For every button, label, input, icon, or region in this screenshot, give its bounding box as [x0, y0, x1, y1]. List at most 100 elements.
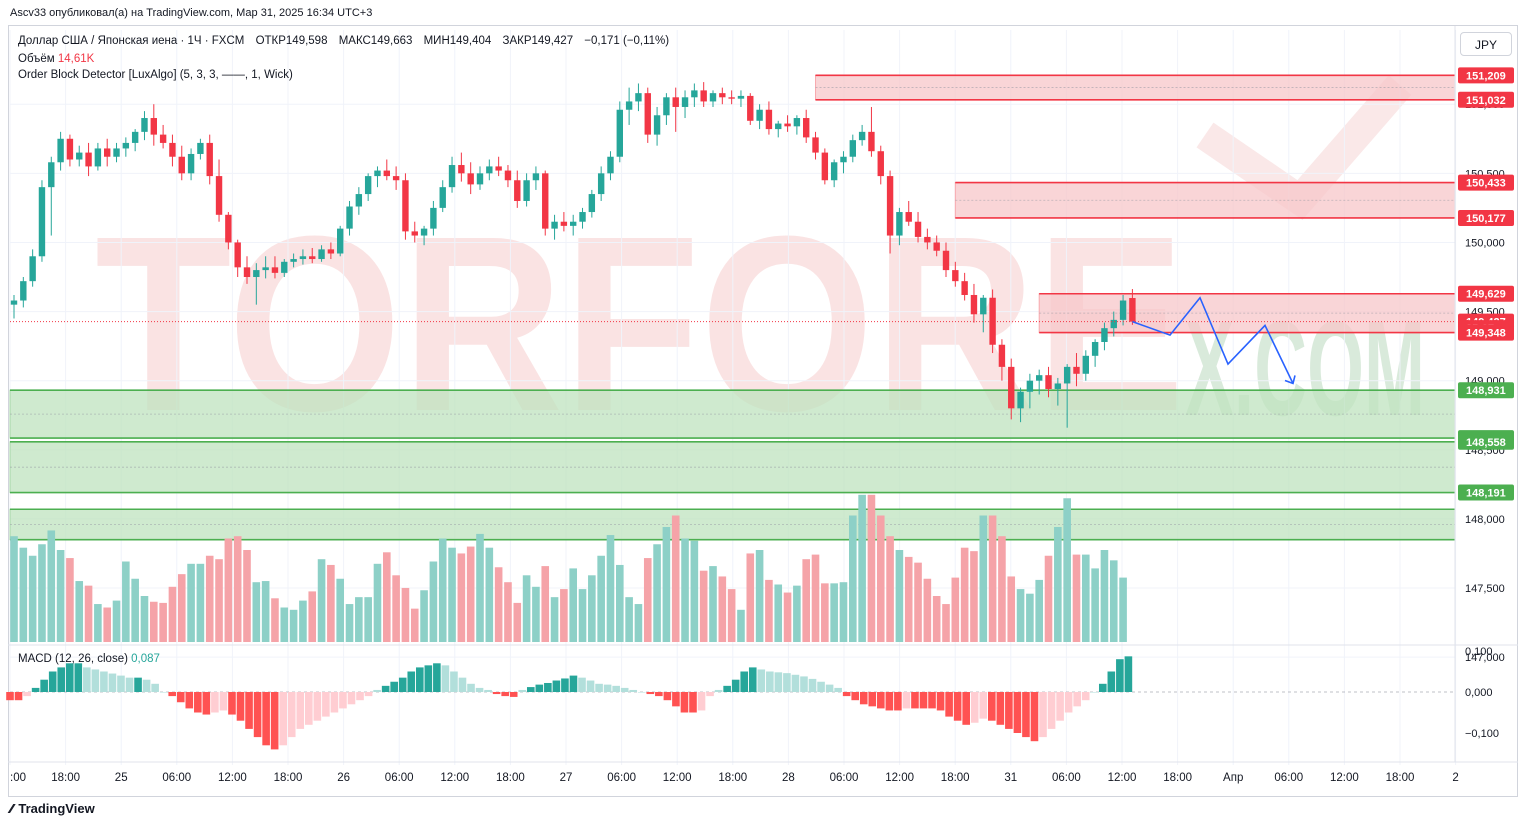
- candle-body: [1063, 366, 1071, 384]
- volume-bar: [1082, 554, 1090, 642]
- macd-bar: [125, 677, 134, 692]
- macd-bar: [1013, 692, 1022, 733]
- time-tick: 2: [1452, 772, 1458, 784]
- macd-bar: [415, 667, 424, 692]
- candle-body: [215, 176, 223, 215]
- candles: [10, 82, 1455, 428]
- volume-bar: [1035, 579, 1043, 642]
- macd-bar: [1064, 692, 1073, 713]
- volume-bar: [737, 609, 745, 642]
- macd-bar: [117, 675, 125, 692]
- macd-bar: [1107, 671, 1116, 692]
- price-label-box: [1458, 382, 1514, 399]
- candle-body: [793, 118, 801, 127]
- volume-bar: [1100, 550, 1109, 642]
- macd-bar: [612, 685, 620, 692]
- volume-bar: [597, 555, 605, 642]
- candle-body: [159, 134, 167, 143]
- macd-label[interactable]: MACD (12, 26, close): [18, 653, 128, 665]
- volume-bar: [634, 604, 643, 642]
- low-value: МИН149,404: [423, 35, 492, 47]
- volume-bar: [1063, 498, 1071, 642]
- candle-body: [998, 344, 1006, 367]
- time-tick: 12:00: [663, 772, 692, 784]
- candle-body: [709, 93, 717, 102]
- time-tick: 18:00: [1386, 772, 1415, 784]
- candle-body: [187, 153, 195, 174]
- macd-bar: [31, 687, 40, 692]
- time-tick: 12:00: [1108, 772, 1137, 784]
- volume-bar: [765, 579, 773, 642]
- volume-bar: [802, 559, 810, 642]
- volume-bar: [960, 547, 969, 642]
- volume-bar: [56, 550, 65, 642]
- volume-bar: [47, 530, 56, 642]
- time-tick: 18:00: [718, 772, 747, 784]
- macd-legend[interactable]: MACD (12, 26, close) 0,087: [18, 653, 160, 665]
- open-value: ОТКР149,598: [255, 35, 328, 47]
- macd-bar: [202, 692, 211, 715]
- macd-bar: [774, 672, 783, 692]
- macd-bar: [637, 692, 646, 693]
- macd-bar: [279, 692, 287, 746]
- tradingview-logo[interactable]: ⁄⁄ TradingView: [10, 801, 95, 816]
- volume-bar: [476, 533, 484, 642]
- candle-body: [66, 138, 74, 160]
- volume-bar: [317, 559, 326, 642]
- volume-bar: [392, 575, 400, 642]
- order-block-zones: [9, 74, 1456, 541]
- macd-bar: [23, 692, 31, 697]
- candle-body: [663, 97, 670, 116]
- volume-bar: [1109, 560, 1118, 642]
- volume-bar: [709, 566, 717, 642]
- candle-body: [150, 118, 157, 135]
- candle-body: [542, 173, 549, 229]
- candle-body: [178, 156, 185, 174]
- candle-body: [234, 242, 241, 268]
- macd-bar: [911, 692, 919, 709]
- macd-bar: [245, 692, 253, 729]
- macd-bar: [450, 671, 458, 692]
- volume-bar: [10, 536, 18, 642]
- macd-bar: [339, 692, 347, 709]
- volume-bar: [998, 536, 1006, 642]
- volume-bar: [932, 596, 941, 642]
- candle-body: [570, 221, 577, 226]
- volume-bar: [159, 602, 167, 642]
- volume-bar: [532, 586, 540, 642]
- time-tick: 12:00: [1330, 772, 1359, 784]
- candle-body: [495, 166, 502, 171]
- macd-bar: [757, 669, 766, 692]
- macd-bar: [1056, 692, 1064, 721]
- macd-bar: [731, 679, 740, 692]
- macd-bar: [57, 667, 66, 692]
- price-label-box: [1458, 91, 1514, 108]
- macd-bar: [364, 692, 373, 697]
- macd-bar: [1090, 692, 1099, 693]
- indicator-legend[interactable]: Order Block Detector [LuxAlgo] (5, 3, 3,…: [18, 69, 293, 81]
- macd-bar: [1124, 656, 1133, 692]
- candle-body: [812, 137, 819, 153]
- candle-body: [337, 228, 344, 254]
- time-tick: 31: [1004, 772, 1017, 784]
- volume-bar: [625, 597, 633, 642]
- volume-label[interactable]: Объём: [18, 53, 55, 65]
- candle-body: [579, 212, 586, 222]
- candle-body: [225, 214, 232, 243]
- candle-body: [905, 212, 912, 222]
- macd-bar: [996, 692, 1005, 725]
- symbol-title[interactable]: Доллар США / Японская иена · 1Ч · FXCM: [18, 35, 245, 47]
- macd-bar: [83, 667, 91, 692]
- candle-body: [281, 261, 288, 273]
- macd-bar: [509, 692, 518, 697]
- price-tick: 147,000: [1465, 652, 1505, 664]
- candle-body: [532, 173, 540, 181]
- currency-button[interactable]: JPY: [1460, 32, 1512, 56]
- change-value: −0,171 (−0,11%): [584, 35, 670, 47]
- indicator-label[interactable]: Order Block Detector [LuxAlgo] (5, 3, 3,…: [18, 69, 293, 81]
- macd-bar: [159, 692, 168, 693]
- projection-line: [1132, 296, 1294, 384]
- bearish-order-block: [815, 74, 1456, 101]
- volume-bar: [578, 589, 587, 642]
